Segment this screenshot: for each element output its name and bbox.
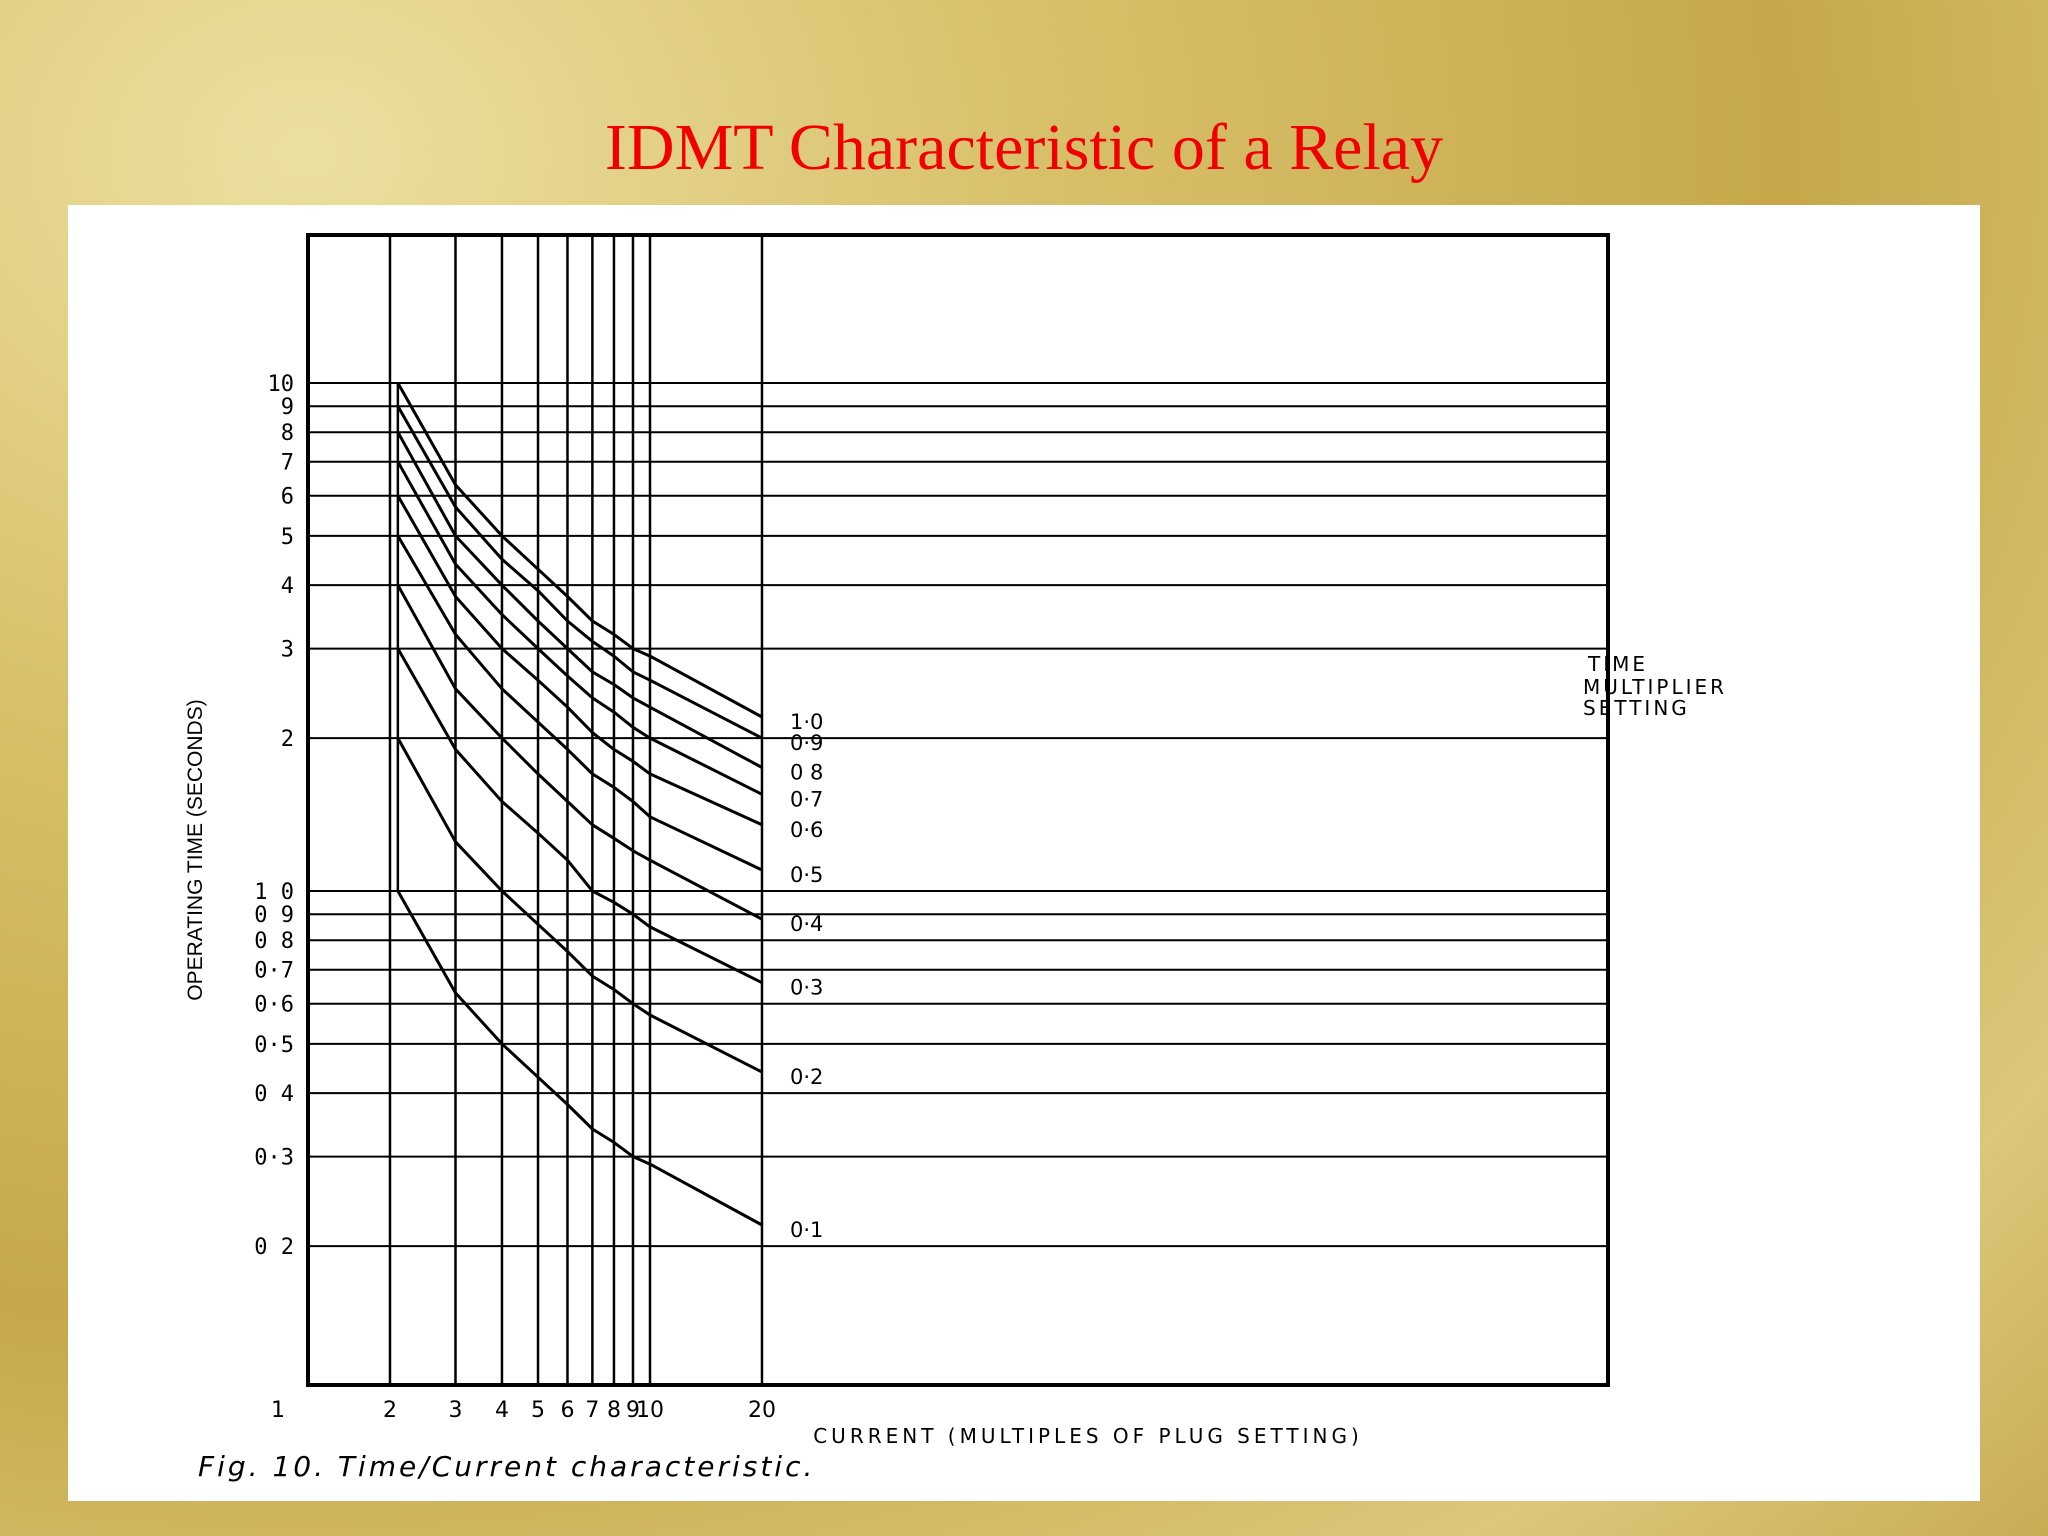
tms-curve (396, 584, 763, 921)
x-tick-label: 5 (531, 1398, 545, 1423)
y-tick-label: 10 (268, 372, 295, 397)
tms-curve (396, 737, 763, 1074)
series-label: 0·9 (790, 731, 823, 755)
x-tick-label: 1 (271, 1398, 285, 1423)
y-tick-label: 7 (281, 451, 294, 476)
y-axis-label: OPERATING TIME (SECONDS) (184, 699, 207, 1000)
y-tick-label: 3 (281, 638, 294, 663)
y-tick-label: 5 (281, 525, 294, 550)
slide-title: IDMT Characteristic of a Relay (604, 111, 1444, 184)
x-tick-label: 4 (495, 1398, 509, 1423)
tms-curve (396, 460, 763, 796)
y-tick-label: 0·7 (254, 959, 294, 984)
series-label: 0 8 (790, 761, 823, 785)
y-tick-label: 0 4 (254, 1082, 294, 1107)
legend-title-line-2: MULTIPLIER (1583, 675, 1727, 699)
series-label: 1·0 (790, 710, 823, 734)
legend-title-line-3: SETTING (1583, 696, 1690, 720)
series-label: 0·2 (790, 1065, 823, 1089)
y-tick-label: 0 2 (254, 1235, 294, 1260)
series-label: 0·4 (790, 912, 823, 936)
y-tick-label: 0 9 (254, 903, 294, 928)
x-tick-label: 9 (626, 1398, 640, 1423)
tms-curve (396, 382, 763, 719)
figure-caption: Fig. 10. Time/Current characteristic. (198, 1450, 816, 1483)
series-label: 0·1 (790, 1218, 823, 1242)
series-label: 0·3 (790, 976, 823, 1000)
x-tick-label: 20 (748, 1398, 776, 1423)
y-tick-label: 0·3 (254, 1146, 294, 1171)
series-label: 0·5 (790, 863, 823, 887)
x-tick-label: 10 (636, 1398, 664, 1423)
x-tick-label: 8 (607, 1398, 621, 1423)
x-tick-label: 6 (560, 1398, 574, 1423)
tms-curve (396, 647, 763, 985)
legend-title-line-1: TIME (1587, 652, 1648, 676)
x-tick-label: 2 (383, 1398, 397, 1423)
y-tick-label: 0 8 (254, 929, 294, 954)
tms-curve (396, 431, 763, 769)
x-tick-label: 7 (585, 1398, 599, 1423)
tms-curve (396, 405, 763, 740)
series-label: 0·7 (790, 787, 823, 811)
x-tick-label: 3 (448, 1398, 462, 1423)
series-label: 0·6 (790, 818, 823, 842)
idmt-chart: 1 2 3 4 5 6 7 8 910 200 20·30 40·50·60·70 80 91 0… (184, 233, 1727, 1448)
y-tick-label: 2 (281, 727, 294, 752)
y-tick-label: 8 (281, 421, 294, 446)
y-tick-label: 4 (281, 574, 294, 599)
tms-curve (396, 494, 763, 827)
tms-curve (396, 890, 763, 1227)
y-tick-label: 0·5 (254, 1033, 294, 1058)
y-tick-label: 1 0 (254, 880, 294, 905)
y-tick-label: 6 (281, 485, 294, 510)
plot-frame (306, 233, 1610, 1387)
x-axis-label: CURRENT (MULTIPLES OF PLUG SETTING) (813, 1424, 1363, 1448)
y-tick-label: 0·6 (254, 993, 294, 1018)
y-tick-label: 9 (281, 395, 294, 420)
tms-curve (396, 535, 763, 872)
